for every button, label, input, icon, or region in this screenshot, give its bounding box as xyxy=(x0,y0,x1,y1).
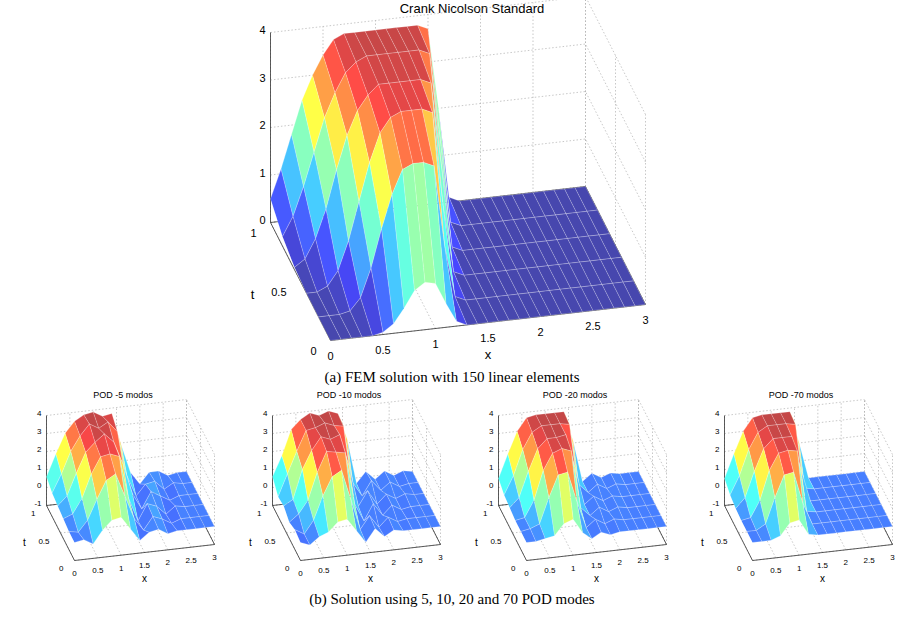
svg-text:0.5: 0.5 xyxy=(716,537,728,546)
svg-text:1: 1 xyxy=(483,509,488,518)
svg-text:0: 0 xyxy=(72,569,77,578)
svg-text:1: 1 xyxy=(571,564,576,573)
svg-text:4: 4 xyxy=(715,409,720,418)
svg-text:1: 1 xyxy=(119,564,124,573)
html-text:POD -10 modos: POD -10 modos xyxy=(316,390,382,400)
svg-text:0: 0 xyxy=(310,345,316,357)
svg-text:0: 0 xyxy=(263,481,268,490)
html-text:(b) Solution using 5, 10, 20 a: (b) Solution using 5, 10, 20 and 70 POD … xyxy=(309,591,595,607)
svg-text:1: 1 xyxy=(709,509,714,518)
svg-text:x: x xyxy=(820,573,825,584)
svg-text:x: x xyxy=(142,573,147,584)
svg-text:2: 2 xyxy=(263,445,268,454)
svg-text:0.5: 0.5 xyxy=(38,537,50,546)
html-text:POD -20 modos: POD -20 modos xyxy=(542,390,608,400)
svg-text:2: 2 xyxy=(166,558,171,567)
svg-text:1: 1 xyxy=(259,167,265,179)
svg-text:1: 1 xyxy=(432,338,438,350)
svg-text:3: 3 xyxy=(664,553,669,562)
html-text:POD -5 modos: POD -5 modos xyxy=(93,390,153,400)
html-text:Crank Nicolson Standard: Crank Nicolson Standard xyxy=(399,1,545,16)
svg-text:2: 2 xyxy=(537,326,543,338)
svg-text:3: 3 xyxy=(642,314,648,326)
svg-text:4: 4 xyxy=(37,409,42,418)
svg-text:1: 1 xyxy=(263,463,268,472)
svg-text:3: 3 xyxy=(890,553,895,562)
svg-text:1.5: 1.5 xyxy=(365,561,377,570)
svg-text:0.5: 0.5 xyxy=(271,286,286,298)
svg-text:0: 0 xyxy=(285,564,290,573)
svg-text:2: 2 xyxy=(618,558,623,567)
svg-text:t: t xyxy=(701,537,704,548)
svg-text:3: 3 xyxy=(715,427,720,436)
html-text:(a) FEM solution with 150 line: (a) FEM solution with 150 linear element… xyxy=(324,369,580,385)
html-text:POD -70 modos: POD -70 modos xyxy=(768,390,834,400)
svg-text:t: t xyxy=(249,537,252,548)
svg-text:-1: -1 xyxy=(34,499,42,508)
svg-text:-1: -1 xyxy=(260,499,268,508)
svg-text:2: 2 xyxy=(37,445,42,454)
svg-text:3: 3 xyxy=(263,427,268,436)
svg-text:3: 3 xyxy=(438,553,443,562)
svg-text:2.5: 2.5 xyxy=(864,556,876,565)
svg-text:2: 2 xyxy=(392,558,397,567)
svg-text:2.5: 2.5 xyxy=(412,556,424,565)
svg-text:x: x xyxy=(485,347,492,362)
svg-text:2.5: 2.5 xyxy=(186,556,198,565)
svg-text:0.5: 0.5 xyxy=(375,344,390,356)
svg-text:1: 1 xyxy=(345,564,350,573)
svg-text:1: 1 xyxy=(797,564,802,573)
svg-text:0: 0 xyxy=(59,564,64,573)
svg-text:4: 4 xyxy=(263,409,268,418)
svg-text:0.5: 0.5 xyxy=(544,566,556,575)
svg-text:0.5: 0.5 xyxy=(770,566,782,575)
svg-text:2.5: 2.5 xyxy=(585,320,600,332)
svg-text:t: t xyxy=(475,537,478,548)
svg-text:-1: -1 xyxy=(486,499,494,508)
svg-text:0: 0 xyxy=(259,214,265,226)
svg-text:1: 1 xyxy=(489,463,494,472)
svg-text:0.5: 0.5 xyxy=(92,566,104,575)
svg-text:1: 1 xyxy=(250,227,256,239)
svg-text:1.5: 1.5 xyxy=(480,332,495,344)
svg-text:1: 1 xyxy=(31,509,36,518)
svg-text:0.5: 0.5 xyxy=(264,537,276,546)
svg-text:x: x xyxy=(594,573,599,584)
svg-text:0: 0 xyxy=(489,481,494,490)
svg-text:2: 2 xyxy=(844,558,849,567)
svg-text:0: 0 xyxy=(511,564,516,573)
svg-text:3: 3 xyxy=(212,553,217,562)
svg-text:0: 0 xyxy=(524,569,529,578)
svg-text:2.5: 2.5 xyxy=(638,556,650,565)
svg-text:1: 1 xyxy=(715,463,720,472)
svg-text:0: 0 xyxy=(715,481,720,490)
svg-text:t: t xyxy=(23,537,26,548)
svg-text:2: 2 xyxy=(489,445,494,454)
svg-text:1.5: 1.5 xyxy=(139,561,151,570)
svg-text:3: 3 xyxy=(37,427,42,436)
svg-text:1: 1 xyxy=(37,463,42,472)
svg-text:2: 2 xyxy=(259,119,265,131)
svg-text:0: 0 xyxy=(298,569,303,578)
svg-text:-1: -1 xyxy=(712,499,720,508)
svg-text:3: 3 xyxy=(259,72,265,84)
svg-text:1.5: 1.5 xyxy=(591,561,603,570)
svg-text:0: 0 xyxy=(37,481,42,490)
svg-text:1.5: 1.5 xyxy=(817,561,829,570)
svg-text:0: 0 xyxy=(750,569,755,578)
svg-text:t: t xyxy=(251,287,255,302)
svg-text:0: 0 xyxy=(737,564,742,573)
svg-text:0.5: 0.5 xyxy=(318,566,330,575)
svg-text:4: 4 xyxy=(489,409,494,418)
svg-text:0.5: 0.5 xyxy=(490,537,502,546)
svg-text:1: 1 xyxy=(257,509,262,518)
svg-text:4: 4 xyxy=(259,24,265,36)
svg-text:2: 2 xyxy=(715,445,720,454)
svg-text:3: 3 xyxy=(489,427,494,436)
svg-text:x: x xyxy=(368,573,373,584)
svg-text:0: 0 xyxy=(327,350,333,362)
